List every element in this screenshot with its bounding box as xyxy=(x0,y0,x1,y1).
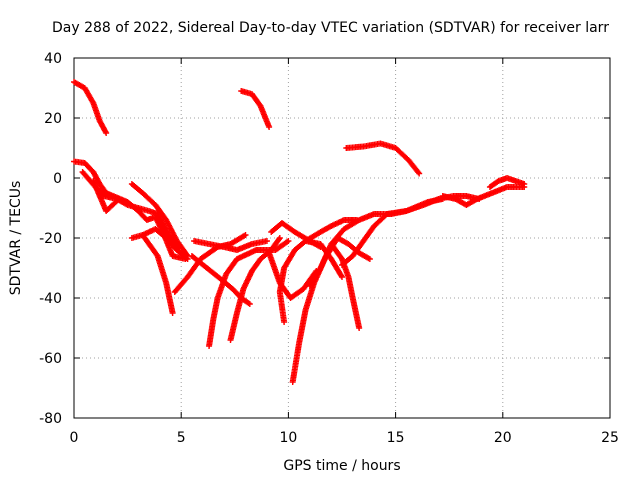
data-point xyxy=(114,197,121,204)
x-tick-label: 20 xyxy=(494,430,512,446)
data-point xyxy=(285,238,292,244)
data-point xyxy=(338,272,345,279)
series-arc-14 xyxy=(227,235,283,343)
x-axis-label: GPS time / hours xyxy=(283,458,400,474)
data-point xyxy=(266,124,273,130)
x-tick-label: 10 xyxy=(279,430,297,446)
series-arc-23 xyxy=(330,244,363,331)
series-arc-11 xyxy=(191,238,270,253)
y-tick-label: -60 xyxy=(39,351,62,367)
series-arc-1 xyxy=(71,79,110,136)
series-arc-19 xyxy=(302,217,361,244)
data-point xyxy=(521,181,528,187)
data-point xyxy=(245,300,252,307)
series-arc-26 xyxy=(486,175,528,190)
x-tick-label: 0 xyxy=(70,430,79,446)
data-point xyxy=(183,255,190,261)
data-point xyxy=(246,301,253,307)
data-point xyxy=(276,235,283,241)
series-arc-7 xyxy=(128,181,191,259)
series-arc-4 xyxy=(71,158,189,262)
series-arc-9 xyxy=(139,232,176,316)
data-point xyxy=(184,256,191,262)
y-axis-label: SDTVAR / TECUs xyxy=(8,181,24,296)
series-arc-3 xyxy=(343,140,423,177)
data-point xyxy=(415,169,422,176)
data-point xyxy=(242,232,249,238)
data-point xyxy=(284,238,291,245)
x-tick-label: 15 xyxy=(387,430,405,446)
y-tick-label: 40 xyxy=(44,51,62,67)
series-arc-6 xyxy=(90,178,123,214)
y-tick-label: -40 xyxy=(39,291,62,307)
data-point xyxy=(116,196,123,202)
series-arc-12 xyxy=(188,253,253,307)
x-tick-label: 25 xyxy=(601,430,619,446)
series-arc-25 xyxy=(439,184,528,208)
x-tick-label: 5 xyxy=(177,430,186,446)
series-arc-13 xyxy=(206,238,292,349)
y-tick-label: 0 xyxy=(53,171,62,187)
data-point xyxy=(366,256,373,262)
data-point xyxy=(275,236,282,243)
data-point xyxy=(339,274,345,280)
series-arc-22 xyxy=(334,235,373,262)
y-tick-label: -80 xyxy=(39,411,62,427)
chart-title: Day 288 of 2022, Sidereal Day-to-day VTE… xyxy=(52,20,609,36)
data-marks xyxy=(71,79,528,385)
data-point xyxy=(169,310,176,316)
y-tick-label: -20 xyxy=(39,231,62,247)
y-tick-label: 20 xyxy=(44,111,62,127)
data-point xyxy=(416,170,423,177)
data-point xyxy=(103,130,110,136)
data-point xyxy=(263,238,270,244)
series-arc-21 xyxy=(339,196,446,268)
data-point xyxy=(356,325,363,331)
axis-ticks: 0 5 10 15 20 25 -80 -60 -40 -20 0 20 40 xyxy=(39,51,619,446)
series-arc-2 xyxy=(238,88,273,130)
